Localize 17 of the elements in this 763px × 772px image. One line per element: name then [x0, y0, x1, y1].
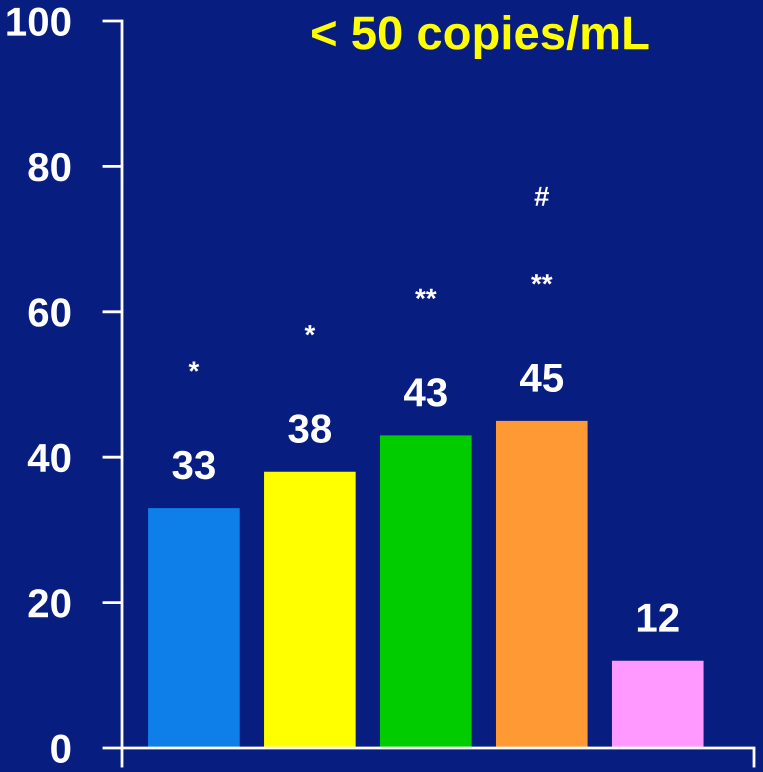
y-tick-label: 100: [7, 7, 70, 36]
annotation: **: [531, 274, 553, 285]
y-tick-label: 80: [28, 152, 70, 182]
y-tick-label: 40: [28, 444, 70, 472]
annotation: *: [304, 325, 316, 336]
data-label: 43: [404, 378, 447, 407]
y-tick-label: 60: [28, 298, 70, 327]
y-tick-label: 20: [28, 589, 70, 618]
annotation: *: [188, 361, 200, 372]
data-label: 45: [520, 364, 564, 392]
y-tick-label: 0: [51, 734, 70, 763]
data-label: 38: [288, 414, 332, 443]
chart-title: < 50 copies/mL: [312, 14, 649, 60]
annotation: **: [415, 288, 437, 300]
annotation: #: [534, 186, 550, 206]
data-label: 33: [172, 450, 215, 480]
data-label: 12: [638, 603, 679, 632]
